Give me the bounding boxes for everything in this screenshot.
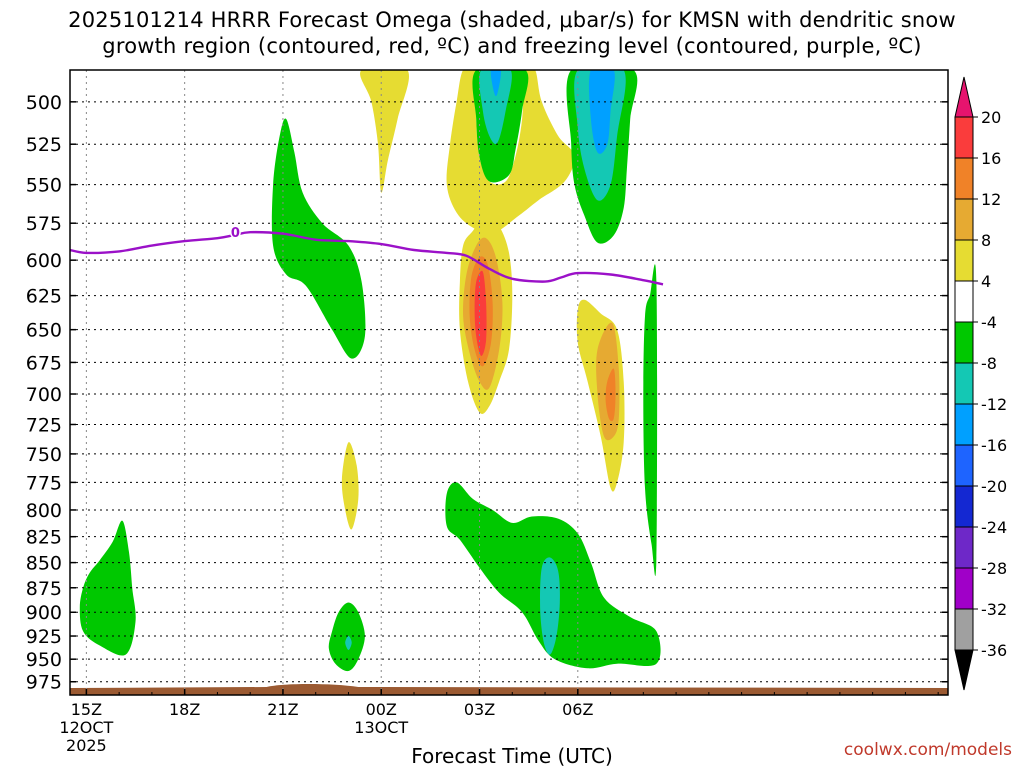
omega-region-blue-03z-upper [490, 70, 502, 97]
ground-layer [70, 684, 948, 695]
omega-region-red-03z-16 [474, 270, 487, 357]
colorbar-label--24: -24 [981, 518, 1007, 537]
colorbar-label--36: -36 [981, 641, 1007, 660]
colorbar-box-12-16 [954, 157, 974, 200]
chart-title-line-1: 2025101214 HRRR Forecast Omega (shaded, … [68, 8, 956, 32]
omega-region-green-right-edge [643, 264, 658, 577]
colorbar-box--28--24 [954, 526, 974, 569]
grid-lines [70, 70, 948, 695]
y-tick-label-900: 900 [26, 602, 62, 624]
colorbar-label-12: 12 [981, 190, 1001, 209]
x-tick-year-15Z: 2025 [66, 736, 107, 755]
x-tick-label-03Z: 03Z [464, 700, 495, 719]
colorbar-label-8: 8 [981, 231, 991, 250]
omega-region-teal-23z-925 [345, 636, 352, 650]
omega-region-green-2130-2350 [271, 118, 366, 359]
freezing-level-contour: 0 [70, 225, 664, 286]
y-tick-label-725: 725 [26, 414, 62, 436]
y-tick-label-875: 875 [26, 578, 62, 600]
colorbar-box--24--20 [954, 485, 974, 528]
freezing-level-label: 0 [231, 226, 240, 241]
x-tick-label-18Z: 18Z [169, 700, 200, 719]
x-tick-date-15Z: 12OCT [59, 718, 113, 737]
omega-region-blue-0630-upper [588, 70, 615, 154]
colorbar-label--8: -8 [981, 354, 997, 373]
y-tick-label-600: 600 [26, 250, 62, 272]
omega-shading [79, 70, 661, 672]
colorbar-box--32--28 [954, 567, 974, 610]
colorbar-label-20: 20 [981, 108, 1001, 127]
colorbar-label-16: 16 [981, 149, 1001, 168]
colorbar-box-16-20 [954, 116, 974, 159]
plot-frame [69, 69, 949, 696]
y-tick-label-950: 950 [26, 649, 62, 671]
colorbar-label--20: -20 [981, 477, 1007, 496]
colorbar-box--12--8 [954, 362, 974, 405]
y-tick-label-750: 750 [26, 444, 62, 466]
y-tick-label-625: 625 [26, 286, 62, 308]
colorbar-label-4: 4 [981, 272, 991, 291]
y-tick-label-650: 650 [26, 320, 62, 342]
omega-region-teal-03z-upper [479, 70, 512, 145]
y-tick-label-825: 825 [26, 527, 62, 549]
y-tick-label-925: 925 [26, 626, 62, 648]
x-axis-label: Forecast Time (UTC) [411, 744, 613, 768]
freezing-level-line [70, 230, 664, 286]
x-tick-label-06Z: 06Z [562, 700, 593, 719]
axes: 500 525 550 575 600 625 650 675 700 725 750 775 800 8… [26, 69, 949, 755]
y-tick-label-525: 525 [26, 134, 62, 156]
colorbar-label--12: -12 [981, 395, 1007, 414]
omega-region-orange-07z-12 [605, 368, 616, 422]
colorbar-box--16--12 [954, 403, 974, 446]
omega-region-yellow-2330-top [360, 70, 409, 193]
colorbar-label--16: -16 [981, 436, 1007, 455]
colorbar-box-8-12 [954, 198, 974, 241]
x-tick-label-00Z: 00Z [366, 700, 397, 719]
omega-region-green-23z-925 [328, 602, 365, 672]
colorbar-cap-low [954, 649, 974, 691]
colorbar-label--28: -28 [981, 559, 1007, 578]
colorbar-label--32: -32 [981, 600, 1007, 619]
colorbar-box--36--32 [954, 608, 974, 651]
ground-terrain [70, 684, 948, 695]
y-tick-label-850: 850 [26, 553, 62, 575]
omega-region-yellow-03z-upper [446, 70, 575, 235]
y-tick-label-975: 975 [26, 672, 62, 694]
colorbar-label--4: -4 [981, 313, 997, 332]
y-tick-label-675: 675 [26, 352, 62, 374]
colorbar-box-4-8 [954, 239, 974, 282]
x-tick-label-15Z: 15Z [71, 700, 102, 719]
y-tick-label-775: 775 [26, 472, 62, 494]
omega-region-yellow-2315-775 [341, 442, 359, 530]
y-tick-label-575: 575 [26, 213, 62, 235]
y-tick-label-550: 550 [26, 175, 62, 197]
y-tick-label-800: 800 [26, 500, 62, 522]
colorbar: 20 16 12 8 4 -4 -8 -12 -16 -20 -24 -28 -32 -36 [954, 76, 1007, 691]
chart-title-line-2: growth region (contoured, red, ºC) and f… [102, 34, 922, 58]
credit-text: coolwx.com/models [843, 740, 1012, 760]
y-tick-label-500: 500 [26, 92, 62, 114]
colorbar-cap-high [954, 76, 974, 118]
colorbar-box--4-4 [954, 280, 974, 323]
x-tick-label-21Z: 21Z [267, 700, 298, 719]
x-tick-date-00Z: 13OCT [354, 718, 408, 737]
colorbar-box--8--4 [954, 321, 974, 364]
colorbar-box--20--16 [954, 444, 974, 487]
omega-region-teal-05z-lower [540, 557, 560, 655]
y-tick-label-700: 700 [26, 384, 62, 406]
